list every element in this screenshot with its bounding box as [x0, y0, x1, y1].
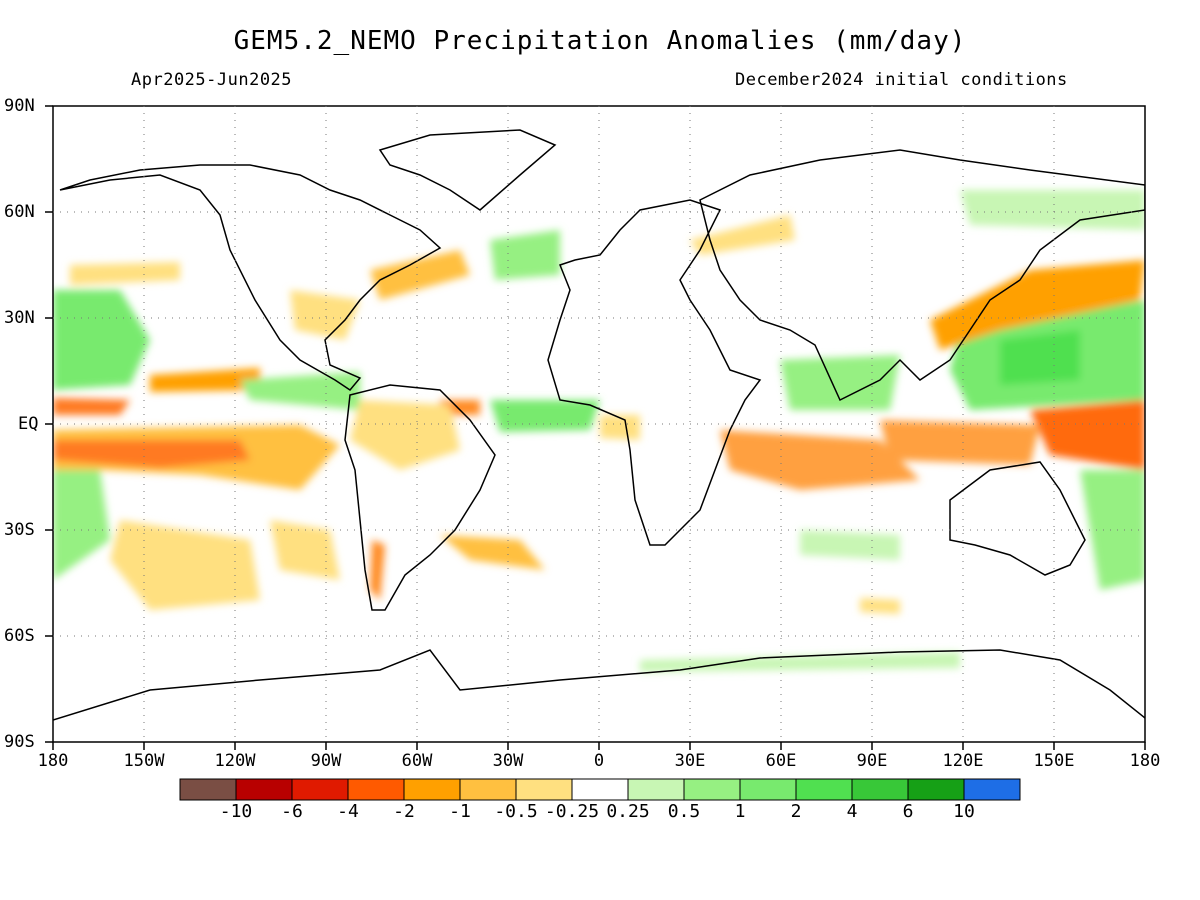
anomaly-wet-australia-east [1080, 470, 1145, 590]
colorbar-label: -0.5 [494, 801, 538, 822]
colorbar-swatch [739, 778, 797, 801]
lat-label: 90N [4, 96, 35, 116]
anomaly-wet-north-atlantic [490, 230, 560, 280]
lat-label: 60N [4, 202, 35, 222]
anomaly-dry-itcz-east [150, 368, 260, 392]
anomaly-dry-north-atlantic [370, 250, 470, 300]
lon-label: 0 [593, 751, 605, 771]
lon-label: 60W [401, 751, 433, 771]
lon-label: 150E [1033, 751, 1075, 771]
colorbar-label: 2 [790, 801, 802, 822]
lon-label: 150W [123, 751, 165, 771]
lon-label: 90E [856, 751, 888, 771]
colorbar-label: 4 [846, 801, 858, 822]
coastlines [53, 129, 1145, 721]
coast-asia [699, 149, 1145, 402]
lat-label: 30N [4, 308, 35, 328]
colorbar-label: -4 [337, 801, 359, 822]
colorbar-swatch [235, 778, 293, 801]
anomaly-dry-south-america [350, 400, 460, 470]
colorbar-swatch [795, 778, 853, 801]
colorbar-label: -2 [393, 801, 415, 822]
anomaly-wet-pacific-south [53, 470, 110, 580]
colorbar-label: 0.25 [606, 801, 650, 822]
colorbar-label: -10 [219, 801, 253, 822]
colorbar-swatch [347, 778, 405, 801]
anomaly-dry-south-pacific [110, 520, 260, 610]
anomaly-dry-pacific-eq-core [53, 440, 250, 468]
colorbar-swatch [571, 778, 629, 801]
colorbar-swatch [963, 778, 1021, 801]
anomaly-wet-central-america [240, 372, 360, 410]
colorbar-label: 6 [902, 801, 914, 822]
lon-label: 30W [492, 751, 524, 771]
lat-label: EQ [18, 414, 39, 434]
lon-label: 30E [674, 751, 706, 771]
colorbar-swatch [291, 778, 349, 801]
lon-label: 180 [37, 751, 69, 771]
anomaly-wet-west-pacific-core [1000, 330, 1080, 385]
colorbar-swatch [683, 778, 741, 801]
anomaly-dry-maritime [880, 420, 1040, 465]
lon-label: 120E [942, 751, 984, 771]
anomaly-wet-siberia [960, 190, 1145, 230]
anomaly-dry-eurasia [690, 215, 795, 255]
coast-africa-europe [547, 199, 762, 546]
lon-label: 60E [765, 751, 797, 771]
anomaly-dry-north-pacific [70, 262, 180, 285]
anomaly-wet-indian-ocean [780, 355, 900, 410]
colorbar-swatch [515, 778, 573, 801]
anomaly-dry-itcz [53, 398, 130, 415]
colorbar-label: 1 [734, 801, 746, 822]
colorbar-label: -6 [281, 801, 303, 822]
colorbar-label: -1 [449, 801, 471, 822]
lat-label: 90S [4, 732, 35, 752]
initial-conditions: December2024 initial conditions [735, 70, 1068, 90]
coast-antarctica [53, 649, 1145, 721]
colorbar-swatch [851, 778, 909, 801]
colorbar-label: -0.25 [544, 801, 600, 822]
lat-label: 60S [4, 626, 35, 646]
anomaly-field [53, 190, 1145, 672]
axis-ticks [45, 105, 1146, 750]
anomaly-dry-japan [930, 260, 1145, 350]
colorbar [179, 778, 1021, 801]
coast-south-america [344, 384, 496, 611]
anomaly-dry-eastern-us [290, 290, 360, 340]
colorbar-swatch [627, 778, 685, 801]
anomaly-wet-south-indian [800, 530, 900, 560]
colorbar-label: 10 [953, 801, 975, 822]
anomaly-dry-indian-ocean [720, 430, 920, 490]
colorbar-label: 0.5 [667, 801, 701, 822]
colorbar-swatch [459, 778, 517, 801]
anomaly-dry-south-atlantic [440, 535, 545, 570]
lat-label: 30S [4, 520, 35, 540]
map-title: GEM5.2_NEMO Precipitation Anomalies (mm/… [233, 26, 967, 56]
graticule [53, 106, 1145, 742]
anomaly-wet-pacific-north [53, 290, 150, 390]
coast-australia [949, 461, 1086, 576]
coast-north-america [59, 164, 442, 391]
colorbar-swatch [403, 778, 461, 801]
anomaly-dry-warm-pool [1030, 400, 1145, 470]
lon-label: 90W [310, 751, 342, 771]
anomaly-dry-south-pacific-2 [270, 520, 340, 580]
colorbar-swatch [907, 778, 965, 801]
forecast-period: Apr2025-Jun2025 [131, 70, 293, 90]
coast-greenland [378, 129, 557, 211]
anomaly-dry-patagonia [370, 540, 385, 600]
anomaly-wet-atlantic-eq [490, 400, 600, 432]
colorbar-swatch [179, 778, 237, 801]
lon-label: 120W [214, 751, 256, 771]
lon-label: 180 [1129, 751, 1161, 771]
anomaly-dry-africa [600, 415, 640, 440]
anomaly-dry-south-indian [860, 598, 900, 614]
anomaly-wet-antarctic [640, 652, 960, 672]
